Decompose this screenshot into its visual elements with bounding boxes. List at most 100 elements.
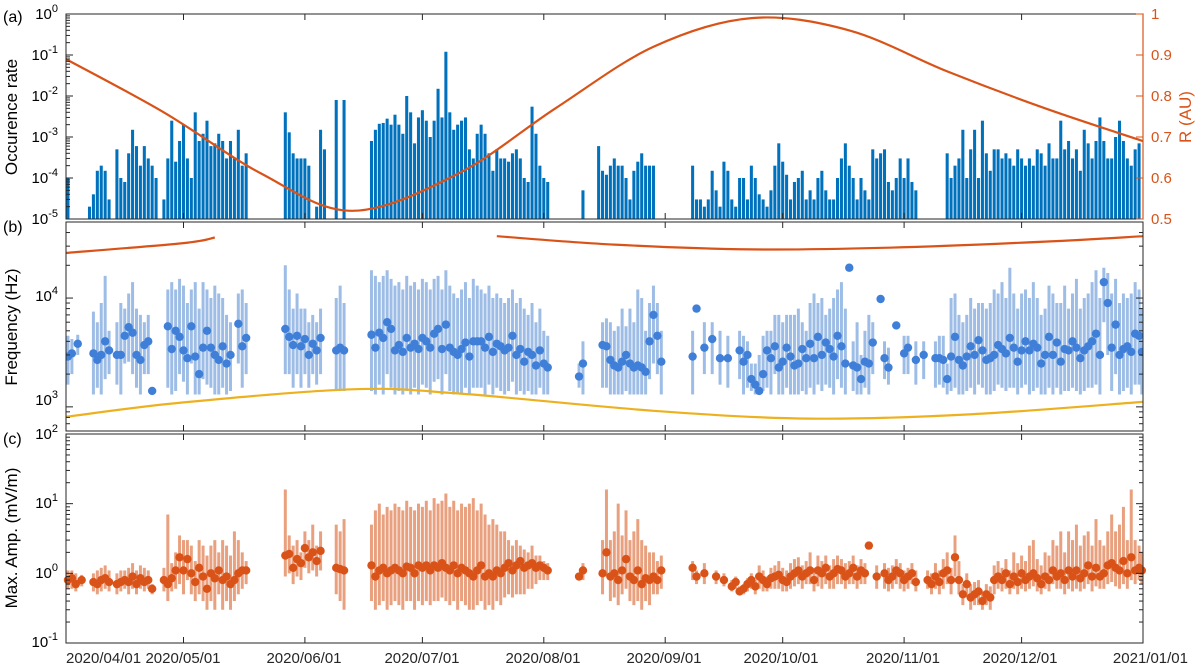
amplitude-point <box>852 572 862 581</box>
occurrence-bar <box>448 112 452 219</box>
occurrence-bar <box>691 165 695 219</box>
amplitude-point <box>598 569 607 578</box>
occurrence-bar <box>236 129 240 219</box>
occurrence-bar <box>1059 120 1063 219</box>
amplitude-point <box>1013 577 1022 587</box>
distance-curve <box>65 16 1144 212</box>
panel-a-label: (a) <box>3 9 23 26</box>
frequency-point <box>805 339 815 348</box>
occurrence-bar <box>409 112 413 219</box>
occurrence-bar <box>181 124 186 219</box>
amplitude-point <box>954 575 964 585</box>
occurrence-bar <box>1086 143 1090 219</box>
frequency-point <box>743 350 752 360</box>
occurrence-bar <box>706 199 710 219</box>
frequency-point <box>312 346 321 355</box>
occurrence-bar <box>839 158 843 219</box>
frequency-point <box>880 354 889 363</box>
frequency-point <box>817 350 827 360</box>
occurrence-bar <box>1016 149 1020 219</box>
occurrence-bar <box>816 178 820 219</box>
occurrence-bar <box>389 124 393 219</box>
occurrence-bar <box>808 190 812 219</box>
occurrence-bar <box>416 117 420 219</box>
frequency-point <box>281 324 290 334</box>
occurrence-bar <box>240 165 244 219</box>
frequency-point <box>453 350 462 360</box>
amplitude-point <box>296 558 306 568</box>
frequency-point <box>1115 350 1124 360</box>
amplitude-point <box>794 566 803 575</box>
frequency-point <box>437 344 447 354</box>
frequency-point <box>1033 343 1042 352</box>
frequency-point <box>100 337 110 346</box>
occurrence-bar <box>961 129 965 219</box>
amplitude-point <box>731 577 740 587</box>
amplitude-point <box>504 558 513 568</box>
occurrence-bar <box>295 158 299 219</box>
occurrence-bar <box>800 170 804 219</box>
x-tick-label: 2020/07/01 <box>384 650 459 667</box>
amplitude-point <box>191 577 200 587</box>
frequency-point <box>214 355 223 365</box>
occurrence-bar <box>1020 158 1024 219</box>
frequency-point <box>120 331 129 340</box>
frequency-point <box>1087 337 1097 346</box>
occurrence-bar <box>150 165 154 219</box>
amplitude-point <box>997 575 1007 585</box>
occurrence-bar <box>777 143 781 219</box>
frequency-point <box>700 343 709 352</box>
occurrence-bar <box>526 181 530 219</box>
x-tick-label: 2020/08/01 <box>505 650 580 667</box>
occurrence-bar <box>66 178 70 219</box>
amplitude-point <box>1001 569 1011 578</box>
occurrence-bar <box>1082 129 1086 219</box>
amplitude-point <box>202 584 212 593</box>
frequency-point <box>73 339 82 348</box>
frequency-point <box>837 342 846 351</box>
amplitude-point <box>543 566 552 575</box>
occurrence-bar <box>287 132 291 219</box>
panel-b-label: (b) <box>3 219 23 236</box>
occurrence-bar <box>291 153 295 219</box>
amplitude-point <box>222 572 231 581</box>
amplitude-point <box>888 572 897 581</box>
amplitude-point <box>860 569 870 578</box>
frequency-point <box>300 334 310 344</box>
frequency-point <box>367 330 376 339</box>
amplitude-point <box>1005 579 1015 589</box>
amplitude-point <box>1127 553 1136 562</box>
frequency-point <box>845 263 854 272</box>
amplitude-point <box>183 554 192 564</box>
occurrence-bar <box>651 165 655 219</box>
occurrence-bar <box>518 158 522 219</box>
occurrence-bar <box>698 199 702 219</box>
frequency-point <box>852 363 862 372</box>
panel-a-ytick-label: 10-4 <box>32 167 58 187</box>
frequency-point <box>617 357 627 366</box>
occurrence-bar <box>875 158 879 219</box>
occurrence-bar <box>1004 153 1008 219</box>
occurrence-bar <box>134 146 139 219</box>
frequency-point <box>653 331 662 340</box>
amplitude-point <box>935 577 944 587</box>
frequency-point <box>218 342 227 351</box>
frequency-point <box>574 372 584 381</box>
occurrence-bar <box>460 120 464 219</box>
frequency-point <box>292 331 302 340</box>
frequency-point <box>1048 350 1058 360</box>
occurrence-bar <box>726 170 730 219</box>
amplitude-point <box>602 548 611 557</box>
occurrence-bar <box>1067 140 1071 219</box>
occurrence-bar <box>695 199 699 219</box>
amplitude-point <box>285 549 294 559</box>
amplitude-point <box>171 566 180 575</box>
frequency-point <box>531 361 541 370</box>
frequency-point <box>104 346 114 355</box>
frequency-point <box>641 367 650 377</box>
amplitude-point <box>1137 566 1147 575</box>
amplitude-point <box>692 572 701 581</box>
amplitude-point <box>986 593 995 602</box>
frequency-point <box>183 354 192 363</box>
occurrence-bar <box>428 137 432 219</box>
